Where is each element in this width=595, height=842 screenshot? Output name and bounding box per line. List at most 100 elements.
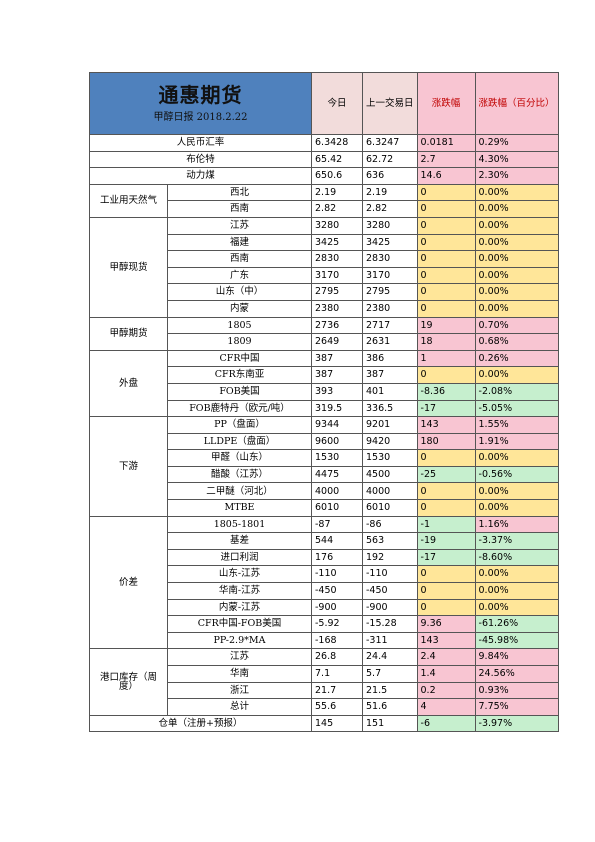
table-row: 价差 1805-1801 -87 -86 -1 1.16% [89,515,559,650]
row-label: 江苏 [167,648,312,666]
table-row: 内蒙-江苏 -900 -900 0 0.00% [90,598,559,617]
table-row: 甲醇期货 1805 2736 2717 19 0.70% [89,316,559,351]
today-value: 2380 [311,299,363,318]
row-group-label: 工业用天然气 [89,183,168,218]
today-value: -87 [311,515,363,534]
prev-value: 2631 [362,333,418,351]
today-value: 393 [311,382,363,401]
row-label: 华南-江苏 [167,582,312,600]
today-value: 2795 [311,283,363,301]
report-banner: 通惠期货 甲醇日报 2018.2.22 [89,72,312,135]
today-value: 2.19 [311,183,363,202]
row-label: 江苏 [167,216,312,235]
change-pct-value: 2.30% [474,167,559,185]
change-pct-value: -3.37% [474,532,559,550]
row-label: 内蒙-江苏 [167,598,312,617]
today-value: 26.8 [311,648,363,666]
change-pct-value: 4.30% [474,150,559,169]
change-value: 0 [416,216,476,235]
row-group-label: 价差 [89,515,168,650]
change-value: 0 [416,582,476,600]
row-group-label: 外盘 [89,349,168,418]
change-pct-value: 0.00% [474,283,559,301]
today-value: -900 [311,598,363,617]
prev-value: 3170 [362,266,418,285]
today-value: 2649 [311,333,363,351]
change-value: 0 [416,449,476,467]
row-label: CFR东南亚 [167,366,312,384]
change-value: 180 [416,432,476,451]
prev-value: 62.72 [362,150,418,169]
change-pct-value: -2.08% [474,382,559,401]
prev-value: 336.5 [362,399,418,418]
prev-value: -900 [362,598,418,617]
change-pct-value: 0.00% [474,200,559,218]
today-value: 650.6 [311,167,363,185]
change-value: 1.4 [416,665,476,683]
prev-value: 1530 [362,449,418,467]
table-row: 甲醇现货 江苏 3280 3280 0 0.00% [89,216,559,318]
today-value: 387 [311,349,363,368]
row-label: 浙江 [167,681,312,700]
row-label: 内蒙 [167,299,312,318]
today-value: 3280 [311,216,363,235]
row-label: MTBE [167,499,312,517]
change-value: 143 [416,631,476,650]
today-value: 6.3428 [311,134,363,152]
change-value: 0 [416,366,476,384]
prev-value: 6010 [362,499,418,517]
prev-value: 24.4 [362,648,418,666]
table-row: LLDPE（盘面） 9600 9420 180 1.91% [90,432,559,451]
table-row: 华南-江苏 -450 -450 0 0.00% [90,582,559,600]
change-value: 0 [416,598,476,617]
prev-value: 2.19 [362,183,418,202]
today-value: 4475 [311,465,363,484]
prev-value: 5.7 [362,665,418,683]
row-label: 进口利润 [167,548,312,567]
prev-value: 4500 [362,465,418,484]
today-value: 2.82 [311,200,363,218]
change-value: 2.7 [416,150,476,169]
row-label: 西南 [167,200,312,218]
row-label: PP-2.9*MA [167,631,312,650]
table-row: 下游 PP（盘面） 9344 9201 143 1.55% [89,416,559,517]
change-value: 9.36 [416,615,476,633]
change-pct-value: 1.16% [474,515,559,534]
table-row: 工业用天然气 西北 2.19 2.19 0 0.00% [89,183,559,218]
prev-value: 3425 [362,233,418,252]
prev-value: 51.6 [362,698,418,716]
today-value: 9600 [311,432,363,451]
today-value: 55.6 [311,698,363,716]
change-pct-value: 0.00% [474,366,559,384]
change-pct-value: 1.91% [474,432,559,451]
change-value: 0.2 [416,681,476,700]
row-label: 仓单（注册+预报） [89,714,312,733]
today-value: -450 [311,582,363,600]
change-value: 19 [416,316,476,335]
row-label: 二甲醚（河北） [167,482,312,501]
row-label: 甲醛（山东） [167,449,312,467]
change-pct-value: 0.00% [474,299,559,318]
prev-value: -450 [362,582,418,600]
row-label: LLDPE（盘面） [167,432,312,451]
change-value: 14.6 [416,167,476,185]
table-row: 外盘 CFR中国 387 386 1 0.26% [89,349,559,418]
row-label: 人民币汇率 [89,134,312,152]
prev-value: 9201 [362,416,418,434]
today-value: 3170 [311,266,363,285]
change-value: 0 [416,233,476,252]
table-row: 广东 3170 3170 0 0.00% [90,266,559,285]
table-row: 华南 7.1 5.7 1.4 24.56% [90,665,559,683]
change-value: 2.4 [416,648,476,666]
row-label: 布伦特 [89,150,312,169]
table-row: 山东（中） 2795 2795 0 0.00% [90,283,559,301]
table-row: 福建 3425 3425 0 0.00% [90,233,559,252]
table-row: 布伦特 65.42 62.72 2.7 4.30% [89,150,559,169]
change-value: 0 [416,183,476,202]
row-label: CFR中国-FOB美国 [167,615,312,633]
change-value: -17 [416,548,476,567]
change-value: 1 [416,349,476,368]
change-value: -19 [416,532,476,550]
change-pct-value: 0.93% [474,681,559,700]
change-pct-value: -5.05% [474,399,559,418]
